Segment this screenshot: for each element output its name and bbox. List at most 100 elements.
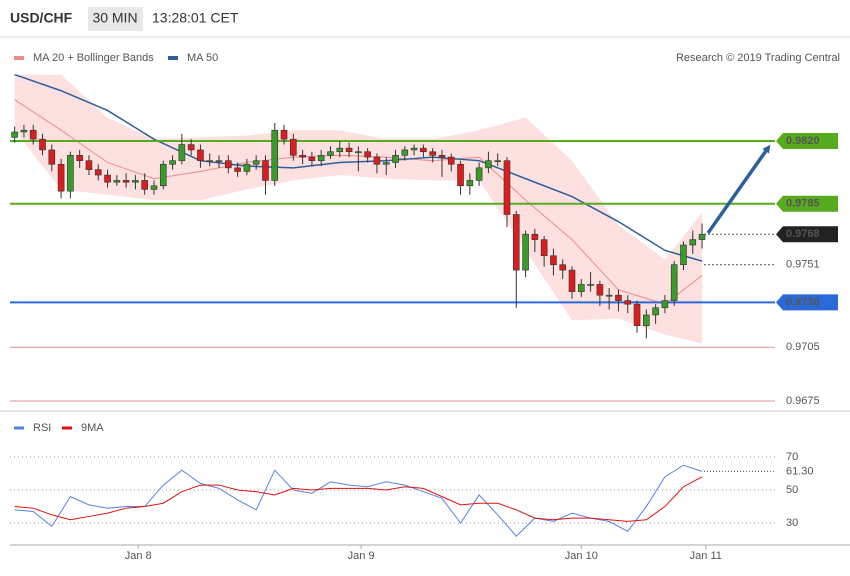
candle-body [494, 160, 501, 162]
x-tick-label: Jan 9 [348, 550, 375, 562]
candle-body [271, 129, 279, 181]
candle-body [299, 155, 306, 158]
candle-body [364, 151, 371, 158]
forecast-arrow [706, 144, 771, 235]
candle-body [689, 239, 697, 246]
level-label: 0.9705 [786, 341, 820, 353]
candle-body [113, 180, 121, 183]
candle-body [187, 144, 195, 151]
candle-body [355, 151, 362, 154]
candle-body [290, 138, 297, 156]
candle-body [475, 167, 483, 181]
candle-body [94, 169, 102, 176]
candle-body [382, 162, 390, 165]
series-line [14, 464, 703, 537]
candle-body [578, 284, 585, 292]
y-tick-label: 50 [786, 484, 798, 496]
candle-body [633, 303, 641, 327]
candle-body [11, 131, 18, 138]
candle-body [345, 147, 353, 153]
level-label: 0.9730 [786, 296, 820, 308]
candle-body [652, 307, 659, 316]
candle-body [252, 160, 260, 165]
candle-body [615, 294, 622, 301]
level-label-box [776, 195, 838, 212]
candle-body [643, 314, 650, 327]
candle-body [587, 284, 594, 286]
legend-label: MA 50 [187, 52, 218, 64]
candle-body [550, 255, 557, 266]
interval-box [88, 7, 143, 31]
credit: Research © 2019 Trading Central [676, 52, 840, 64]
y-tick-label: 30 [786, 517, 798, 529]
interval: 30 MIN [92, 10, 137, 26]
legend-label: MA 20 + Bollinger Bands [33, 52, 154, 64]
level-label: 0.9768 [786, 228, 820, 240]
symbol: USD/CHF [10, 10, 73, 26]
candle-body [596, 284, 604, 296]
candle-body [420, 147, 427, 153]
candle-body [122, 180, 130, 183]
candle-body [392, 155, 399, 163]
candle-body [466, 180, 474, 187]
candle-body [76, 155, 83, 161]
level-label: 0.9820 [786, 135, 820, 147]
candle-body [262, 160, 269, 181]
candle-body [225, 160, 232, 169]
candle-body [624, 300, 632, 305]
candle-body [215, 160, 223, 162]
candle-body [243, 163, 251, 172]
candle-body [680, 244, 687, 266]
candle-body [178, 144, 186, 161]
candle-body [85, 160, 93, 170]
candle-body [29, 129, 37, 140]
candle-body [540, 239, 548, 257]
candle-body [20, 129, 28, 133]
candle-body [401, 149, 409, 156]
candle-body [698, 233, 706, 240]
candle-body [410, 147, 418, 151]
candle-body [559, 264, 567, 271]
level-label-box [776, 226, 838, 243]
candle-body [512, 214, 520, 271]
candle-body [132, 180, 139, 183]
candle-body [308, 156, 316, 161]
candle-body [327, 151, 334, 156]
price-panel: MA 20 + Bollinger Bands MA 50 0.9820 0.9785… [10, 52, 838, 562]
candle-body [336, 147, 344, 153]
level-label: 0.9751 [786, 259, 820, 271]
candle-body [670, 264, 678, 301]
level-label: 0.9675 [786, 395, 820, 407]
candle-body [503, 160, 511, 215]
candle-body [141, 180, 148, 190]
legend-label: 9MA [81, 422, 104, 434]
candle-body [605, 294, 613, 297]
candle-body [280, 129, 288, 140]
candle-body [485, 160, 492, 169]
x-tick-label: Jan 8 [125, 550, 152, 562]
moving-average [14, 73, 703, 262]
candle-body [197, 149, 204, 161]
candle-body [429, 151, 436, 156]
candle-body [150, 185, 158, 190]
candle-body [522, 233, 529, 271]
candle-body [57, 163, 65, 192]
candle-body [568, 269, 576, 292]
candle-body [447, 156, 455, 165]
moving-average [14, 99, 703, 305]
candle-body [206, 160, 214, 162]
x-tick-label: Jan 10 [565, 550, 598, 562]
candle-body [234, 167, 241, 172]
candle-body [531, 233, 539, 240]
legend-label: RSI [33, 422, 51, 434]
x-tick-label: Jan 11 [690, 550, 722, 562]
level-label: 0.9785 [786, 198, 820, 210]
y-tick-label: 70 [786, 451, 798, 463]
candle-body [39, 138, 46, 151]
last-value-label: 61.30 [786, 465, 814, 477]
candle-body [67, 155, 74, 192]
candle-body [373, 156, 381, 165]
candle-body [438, 155, 446, 158]
